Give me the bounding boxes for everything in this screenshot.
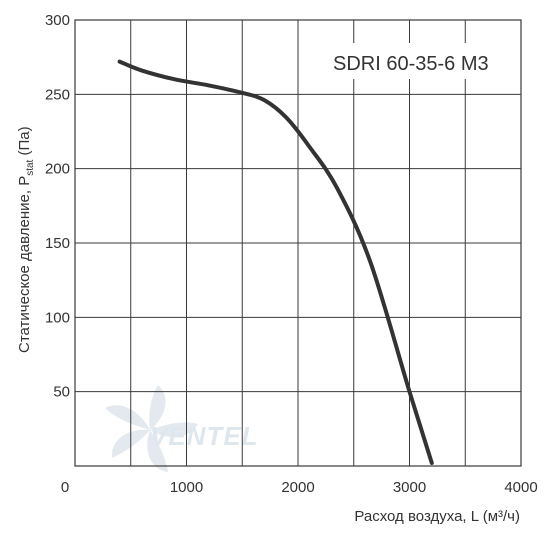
model-label: SDRI 60-35-6 M3 (333, 53, 489, 75)
x-tick-label: 3000 (393, 479, 426, 496)
model-label-background (322, 43, 512, 79)
y-tick-label: 300 (45, 12, 70, 29)
x-tick-label: 1000 (170, 479, 203, 496)
x-axis-ticks: 0 1000 2000 3000 4000 (61, 479, 538, 496)
y-axis-label-sub: stat (25, 159, 36, 175)
y-axis-label: Статическое давление, Pstat (Па) (16, 126, 36, 353)
grid (75, 20, 521, 466)
y-tick-label: 250 (45, 86, 70, 103)
y-tick-label: 100 (45, 309, 70, 326)
series-line (117, 59, 434, 466)
x-axis-label: Расход воздуха, L (м³/ч) (354, 508, 520, 525)
x-tick-label: 2000 (281, 479, 314, 496)
watermark-text: VENTEL (150, 421, 259, 451)
y-tick-label: 50 (53, 384, 70, 401)
ventel-watermark-logo: VENTEL (105, 385, 259, 472)
x-tick-label: 0 (61, 479, 69, 496)
plot-frame (74, 19, 522, 467)
y-tick-label: 200 (45, 161, 70, 178)
y-axis-label-main: Статическое давление, P (16, 176, 33, 353)
y-tick-label: 150 (45, 235, 70, 252)
y-axis-label-end: (Па) (16, 126, 33, 159)
y-axis-ticks: 50 100 150 200 250 300 (45, 12, 70, 401)
x-tick-label: 4000 (504, 479, 537, 496)
